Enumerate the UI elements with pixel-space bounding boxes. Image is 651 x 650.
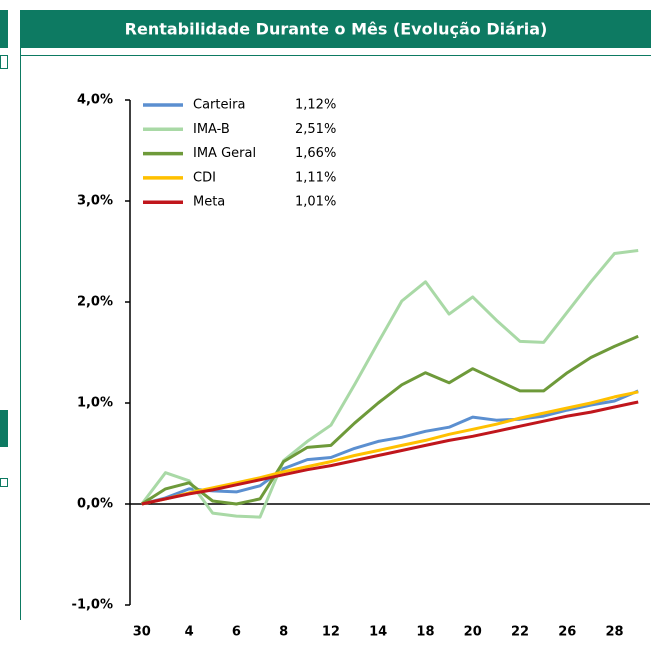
legend-label: Meta (193, 195, 225, 210)
legend-label: CDI (193, 170, 216, 185)
y-tick-label: 4,0% (77, 93, 113, 108)
x-tick-label: 30 (133, 625, 151, 640)
side-tab (0, 410, 8, 447)
legend-value: 1,66% (295, 146, 336, 161)
y-tick-label: 1,0% (77, 396, 113, 411)
series-line (141, 390, 639, 506)
legend-value: 1,01% (295, 195, 336, 210)
x-tick-label: 18 (416, 625, 434, 640)
header-bar (20, 10, 651, 48)
x-tick-label: 26 (558, 625, 576, 640)
side-box (0, 55, 8, 69)
side-tab (0, 10, 8, 48)
x-tick-label: 6 (232, 625, 241, 640)
legend-value: 1,11% (295, 170, 336, 185)
legend-label: IMA Geral (193, 146, 256, 161)
x-tick-label: 4 (185, 625, 194, 640)
series-line (141, 400, 639, 506)
side-box (0, 478, 8, 487)
chart-title: Rentabilidade Durante o Mês (Evolução Di… (125, 20, 548, 39)
x-tick-label: 28 (605, 625, 623, 640)
x-tick-label: 20 (464, 625, 482, 640)
y-tick-label: 2,0% (77, 295, 113, 310)
x-tick-label: 12 (322, 625, 340, 640)
series-line (140, 249, 639, 519)
series-line (141, 389, 639, 506)
y-tick-label: 0,0% (77, 497, 113, 512)
y-tick-label: 3,0% (77, 194, 113, 209)
legend-label: IMA-B (193, 122, 230, 137)
x-tick-label: 8 (279, 625, 288, 640)
y-tick-label: -1,0% (72, 598, 113, 613)
x-tick-label: 14 (369, 625, 387, 640)
legend-value: 2,51% (295, 122, 336, 137)
legend-label: Carteira (193, 98, 245, 113)
x-tick-label: 22 (511, 625, 529, 640)
legend-value: 1,12% (295, 98, 336, 113)
series-line (140, 334, 639, 506)
